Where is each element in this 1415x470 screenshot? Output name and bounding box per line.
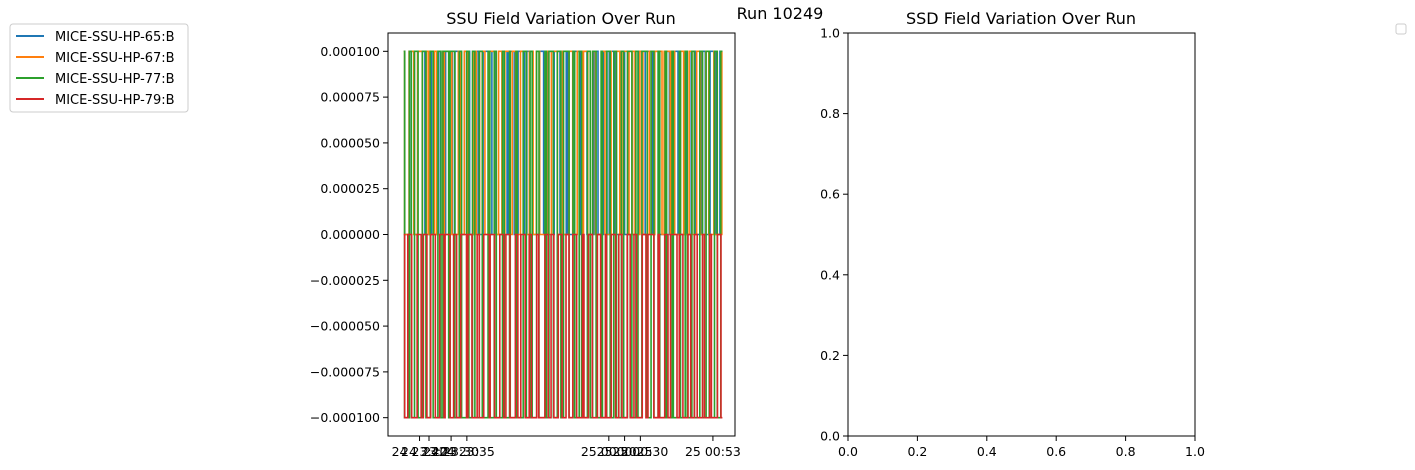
y-tick-label: 0.4 — [820, 267, 840, 282]
y-tick-label: 0.000000 — [320, 227, 380, 242]
ssu-chart-title: SSU Field Variation Over Run — [446, 9, 675, 28]
y-tick-label: 0.000100 — [320, 44, 380, 59]
y-tick-label: −0.000050 — [310, 319, 380, 334]
x-tick-label: 0.4 — [977, 444, 997, 459]
ssd-chart: SSD Field Variation Over Run 0.0 0.2 0.4 0.… — [820, 9, 1205, 459]
x-tick-label: 24 23:35 — [439, 444, 495, 459]
suptitle: Run 10249 — [737, 4, 824, 23]
x-tick-label: 0.2 — [907, 444, 927, 459]
x-tick-label: 24 23:23 — [401, 444, 457, 459]
x-tick-label: 1.0 — [1185, 444, 1205, 459]
y-tick-label: 0.000050 — [320, 135, 380, 150]
y-tick-label: −0.000025 — [310, 273, 380, 288]
ssd-chart-frame — [847, 32, 1196, 437]
y-tick-label: −0.000075 — [310, 364, 380, 379]
legend-label: MICE-SSU-HP-65:B — [55, 30, 175, 45]
x-tick-label: 25 00:25 — [597, 444, 653, 459]
empty-legend-box — [1395, 23, 1407, 35]
legend-frame — [9, 23, 189, 113]
x-tick-label: 0.6 — [1046, 444, 1066, 459]
ssd-chart-title: SSD Field Variation Over Run — [906, 9, 1136, 28]
y-tick-label: 0.8 — [820, 106, 840, 121]
x-tick-label: 25 00:53 — [685, 444, 741, 459]
x-tick-label: 25 00:20 — [581, 444, 637, 459]
legend: MICE-SSU-HP-65:B MICE-SSU-HP-67:B MICE-SSU… — [9, 23, 189, 113]
y-tick-label: 1.0 — [820, 26, 840, 41]
x-tick-label: 24 23:30 — [423, 444, 479, 459]
legend-label: MICE-SSU-HP-79:B — [55, 93, 175, 108]
y-tick-label: −0.000100 — [310, 410, 380, 425]
y-tick-label: 0.0 — [820, 429, 840, 444]
y-tick-label: 0.000025 — [320, 181, 380, 196]
legend-label: MICE-SSU-HP-67:B — [55, 51, 175, 66]
series-line — [403, 233, 723, 419]
y-tick-label: 0.2 — [820, 348, 840, 363]
y-tick-label: 0.6 — [820, 187, 840, 202]
x-tick-label: 24 23:20 — [392, 444, 448, 459]
legend-label: MICE-SSU-HP-77:B — [55, 72, 175, 87]
ssu-chart: SSU Field Variation Over Run 0.000100 0.0… — [310, 9, 741, 459]
x-tick-label: 0.8 — [1116, 444, 1136, 459]
y-tick-label: 0.000075 — [320, 90, 380, 105]
x-tick-label: 25 00:30 — [612, 444, 668, 459]
x-tick-label: 0.0 — [838, 444, 858, 459]
